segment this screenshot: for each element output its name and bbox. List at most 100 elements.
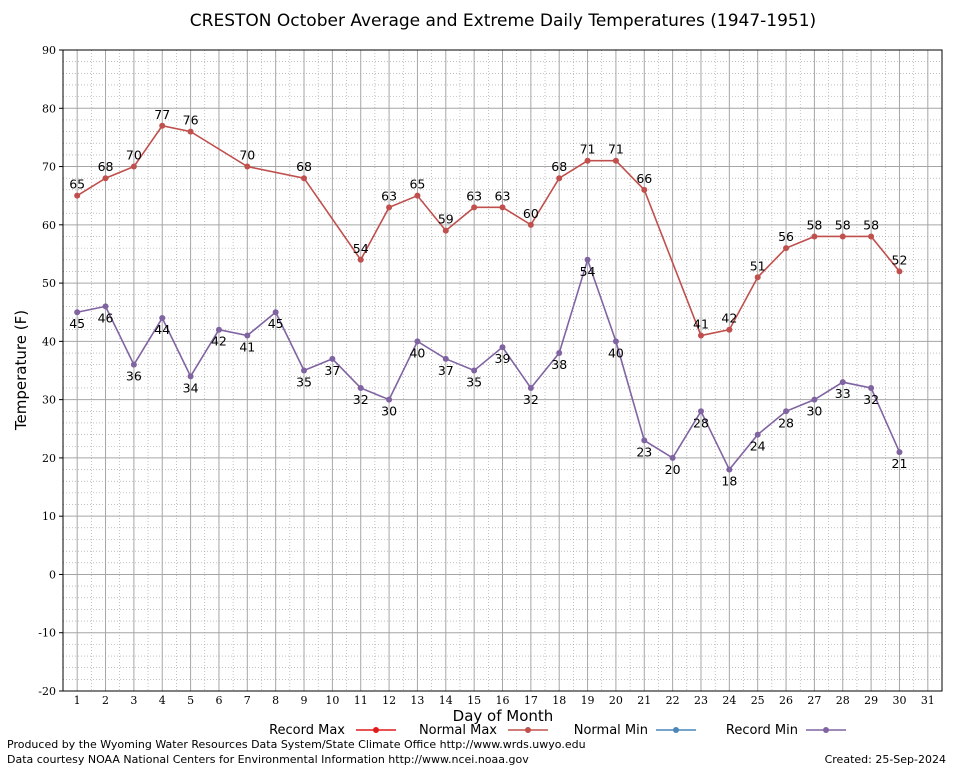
legend-label-record-min: Record Min [726,723,798,738]
legend-marker-record-max [373,727,379,733]
normal-max-data-label: 66 [636,171,652,186]
normal-max-data-label: 59 [438,212,454,227]
normal-max-point [811,233,818,240]
x-tick-label: 11 [354,694,368,707]
y-tick-label: 60 [42,219,56,232]
y-tick-label: 80 [42,102,56,115]
record-min-data-label: 20 [665,462,681,477]
normal-max-point [499,204,506,211]
normal-max-point [187,128,194,135]
x-tick-label: 6 [215,694,222,707]
record-min-data-label: 34 [183,380,199,395]
record-min-line [77,257,901,472]
normal-max-data-label: 76 [183,113,199,128]
x-tick-label: 17 [524,694,538,707]
record-min-point [74,309,81,316]
normal-max-point [386,204,393,211]
normal-max-data-label: 65 [409,177,425,192]
normal-max-data-label: 68 [98,159,114,174]
footer-created: Created: 25-Sep-2024 [824,753,946,766]
record-min-data-label: 32 [523,392,539,407]
y-tick-label: 10 [42,510,56,523]
legend-label-normal-min: Normal Min [574,723,648,738]
x-tick-label: 1 [74,694,81,707]
normal-max-data-label: 71 [608,142,624,157]
y-axis-label: Temperature (F) [12,310,30,431]
x-tick-label: 4 [159,694,166,707]
grid [63,49,942,692]
x-tick-label: 18 [552,694,566,707]
x-tick-label: 15 [467,694,481,707]
x-tick-label: 2 [102,694,109,707]
normal-max-point [783,245,790,252]
normal-max-data-label: 63 [495,188,511,203]
x-tick-label: 3 [130,694,137,707]
normal-max-point [414,192,421,199]
normal-max-data-label: 63 [381,188,397,203]
normal-max-data-label: 58 [863,217,879,232]
normal-max-data-label: 60 [523,206,539,221]
y-tick-label: 70 [42,161,56,174]
normal-max-data-label: 51 [750,258,766,273]
normal-max-point [754,274,761,281]
normal-max-data-label: 41 [693,317,709,332]
record-min-point [499,344,506,351]
record-min-data-label: 28 [778,415,794,430]
y-tick-label: 40 [42,335,56,348]
record-min-data-label: 33 [835,386,851,401]
normal-max-data-label: 54 [353,241,369,256]
x-tick-label: 23 [694,694,708,707]
record-min-point [301,367,308,374]
x-tick-label: 21 [637,694,651,707]
normal-max-data-label: 63 [466,188,482,203]
record-min-data-label: 35 [466,375,482,390]
normal-max-data-label: 77 [154,107,170,122]
normal-max-point [130,163,137,170]
x-tick-label: 10 [325,694,339,707]
normal-max-data-label: 56 [778,229,794,244]
record-min-data-label: 32 [353,392,369,407]
data-labels: 65 68 70 77 76 70 68 54 63 65 59 63 63 60 68 71 71 66 41 42… [69,107,907,489]
y-tick-label: 20 [42,452,56,465]
record-min-point [697,408,704,415]
normal-max-data-label: 71 [580,142,596,157]
y-axis-ticks: -20 -10 0 10 20 30 40 50 60 70 80 90 [38,44,63,698]
y-tick-label: -10 [38,627,56,640]
record-min-data-label: 37 [324,363,340,378]
x-tick-label: 22 [666,694,680,707]
record-min-data-label: 30 [381,404,397,419]
record-min-point [244,332,251,339]
record-min-point [612,338,619,345]
x-tick-label: 19 [581,694,595,707]
y-tick-label: 0 [49,568,56,581]
x-tick-label: 30 [892,694,906,707]
normal-max-data-label: 70 [239,148,255,163]
record-min-point [868,384,875,391]
record-min-data-label: 54 [580,264,596,279]
normal-max-data-label: 42 [721,311,737,326]
normal-max-point [612,157,619,164]
legend-marker-normal-max [525,727,531,733]
record-min-point [471,367,478,374]
x-tick-label: 25 [751,694,765,707]
record-min-data-label: 41 [239,340,255,355]
record-min-point [726,466,733,473]
legend-marker-record-min [823,727,829,733]
normal-max-data-label: 58 [835,217,851,232]
record-min-data-label: 35 [296,375,312,390]
x-tick-label: 31 [921,694,935,707]
record-min-point [783,408,790,415]
record-min-data-label: 40 [409,345,425,360]
x-tick-label: 7 [244,694,251,707]
record-min-data-label: 39 [495,351,511,366]
x-tick-label: 24 [722,694,736,707]
x-tick-label: 27 [807,694,821,707]
normal-max-point [641,186,648,193]
normal-max-point [584,157,591,164]
legend-label-normal-max: Normal Max [419,723,497,738]
record-min-point [386,396,393,403]
normal-max-data-label: 68 [551,159,567,174]
series-layer [74,122,903,473]
normal-max-line [76,124,901,337]
normal-max-point [839,233,846,240]
